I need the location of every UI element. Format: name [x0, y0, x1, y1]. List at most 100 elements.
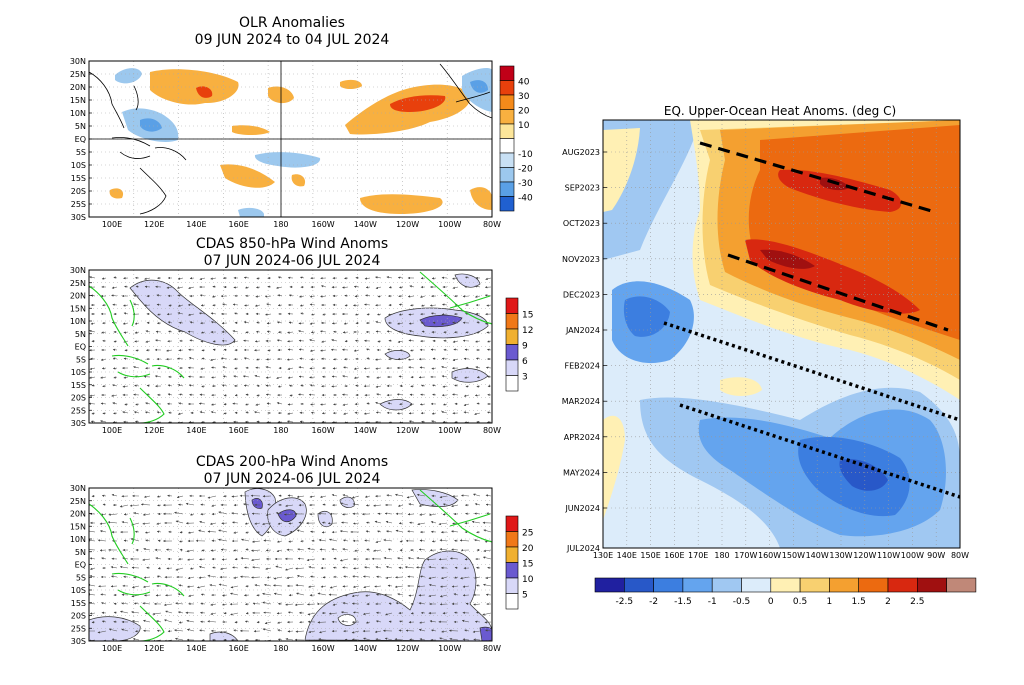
- wind-vector: [177, 357, 184, 360]
- wind-vector: [133, 411, 140, 414]
- wind-vector: [188, 357, 195, 360]
- wind-vector: [300, 384, 305, 387]
- wind-vector: [474, 539, 481, 542]
- wind-vector: [475, 357, 481, 360]
- wind-vector: [91, 384, 96, 387]
- wind-vector: [465, 385, 470, 388]
- lat-label-5n: 5N: [75, 330, 86, 339]
- lon-label-160w: 160W: [312, 426, 335, 435]
- wind-vector: [420, 295, 426, 298]
- wind-vector: [430, 521, 437, 524]
- heat-colorbar-box: [887, 577, 918, 593]
- wind-vector: [419, 513, 426, 516]
- wind-vector: [410, 349, 415, 352]
- wind-vector: [198, 402, 206, 405]
- wind-vector: [454, 611, 459, 614]
- wind-vector: [207, 530, 217, 533]
- wind-vector: [484, 294, 492, 297]
- wind-vector: [309, 349, 316, 352]
- heat-lon-label-130e: 130E: [593, 551, 613, 560]
- wind-vector: [407, 530, 415, 533]
- lon-label-120w: 120W: [396, 426, 419, 435]
- wind-vector: [365, 621, 371, 624]
- heat-colorbar-box: [653, 577, 684, 593]
- wind-vector: [263, 583, 272, 587]
- wind-vector: [460, 576, 470, 580]
- wind-vector: [267, 349, 272, 352]
- wind-vector: [222, 594, 228, 597]
- heat-lon-label-150e: 150E: [640, 551, 660, 560]
- wind-vector: [277, 294, 283, 297]
- wind-vector: [218, 529, 228, 533]
- wind-vector: [388, 286, 393, 289]
- wind-vector: [287, 412, 294, 415]
- wind-vector: [135, 403, 140, 406]
- lon-label-120w: 120W: [396, 220, 419, 229]
- wind-vector: [123, 331, 129, 334]
- olr-colorbar-label: 10: [518, 121, 530, 131]
- heat-colorbar-label: 2.5: [910, 597, 924, 607]
- wind-vector: [233, 375, 239, 378]
- wind-vector: [157, 313, 162, 316]
- wind-vector: [353, 376, 360, 379]
- wind-vector: [122, 385, 129, 388]
- wind-vector: [142, 558, 151, 561]
- wind-vector: [265, 567, 272, 570]
- wind-vector: [123, 539, 129, 542]
- wind-vector: [100, 376, 107, 379]
- wind-vector: [419, 403, 426, 406]
- wind-vector: [108, 628, 118, 632]
- wind-vector: [309, 495, 316, 498]
- wind-vector: [212, 566, 217, 569]
- wind-vector: [431, 412, 437, 415]
- wind-vector: [168, 304, 173, 307]
- wind-vector: [219, 630, 228, 634]
- wind-vector: [309, 376, 316, 379]
- wind-vector: [333, 566, 338, 569]
- wind-vector: [277, 522, 283, 525]
- wind-vector: [431, 540, 437, 543]
- wind-vector: [135, 349, 140, 352]
- wind-vector: [442, 385, 448, 388]
- wind200-date-range: 07 JUN 2024-06 JUL 2024: [203, 471, 381, 487]
- wind-vector: [207, 574, 217, 578]
- lon-label-120e: 120E: [144, 426, 164, 435]
- wind-vector: [320, 585, 327, 588]
- wind-vector: [462, 638, 470, 641]
- wind-vector: [341, 620, 349, 623]
- lon-label-100e: 100E: [102, 220, 122, 229]
- lat-label-15s: 15S: [71, 599, 86, 608]
- wind-vector: [241, 538, 250, 542]
- olr-colorbar-label: 30: [518, 92, 530, 102]
- lat-label-10n: 10N: [70, 317, 86, 326]
- lat-label-30n: 30N: [70, 484, 86, 493]
- heat-time-label-mar2024: MAR2024: [562, 397, 600, 406]
- wind-vector: [399, 540, 404, 543]
- heat-colorbar-label: 2: [885, 597, 891, 607]
- lat-label-15n: 15N: [70, 522, 86, 531]
- olr-coastlines: [89, 63, 492, 215]
- lat-label-eq: EQ: [75, 343, 86, 352]
- wind-vector: [428, 576, 437, 580]
- wind-vector: [102, 503, 107, 506]
- wind-vector: [465, 276, 470, 279]
- wind-vector: [441, 410, 448, 414]
- wind-vector: [221, 384, 228, 387]
- wind-vector: [297, 548, 305, 551]
- wind-vector: [254, 411, 261, 414]
- wind-vector: [461, 494, 470, 497]
- wind-vector: [377, 313, 382, 316]
- wind-vector: [344, 277, 349, 280]
- wind-vector: [465, 331, 470, 334]
- lon-label-120e: 120E: [144, 644, 164, 653]
- wind-vector: [322, 503, 327, 506]
- wind-vector: [451, 548, 459, 551]
- heat-lon-label-150w: 150W: [782, 551, 805, 560]
- lon-label-140e: 140E: [186, 220, 206, 229]
- wind-vector: [163, 603, 173, 607]
- wind-vector: [245, 411, 250, 414]
- wind-vector: [355, 313, 360, 316]
- wind-vector: [398, 303, 404, 306]
- wind-vector: [244, 620, 250, 623]
- olr-colorbar-label: -30: [518, 179, 533, 189]
